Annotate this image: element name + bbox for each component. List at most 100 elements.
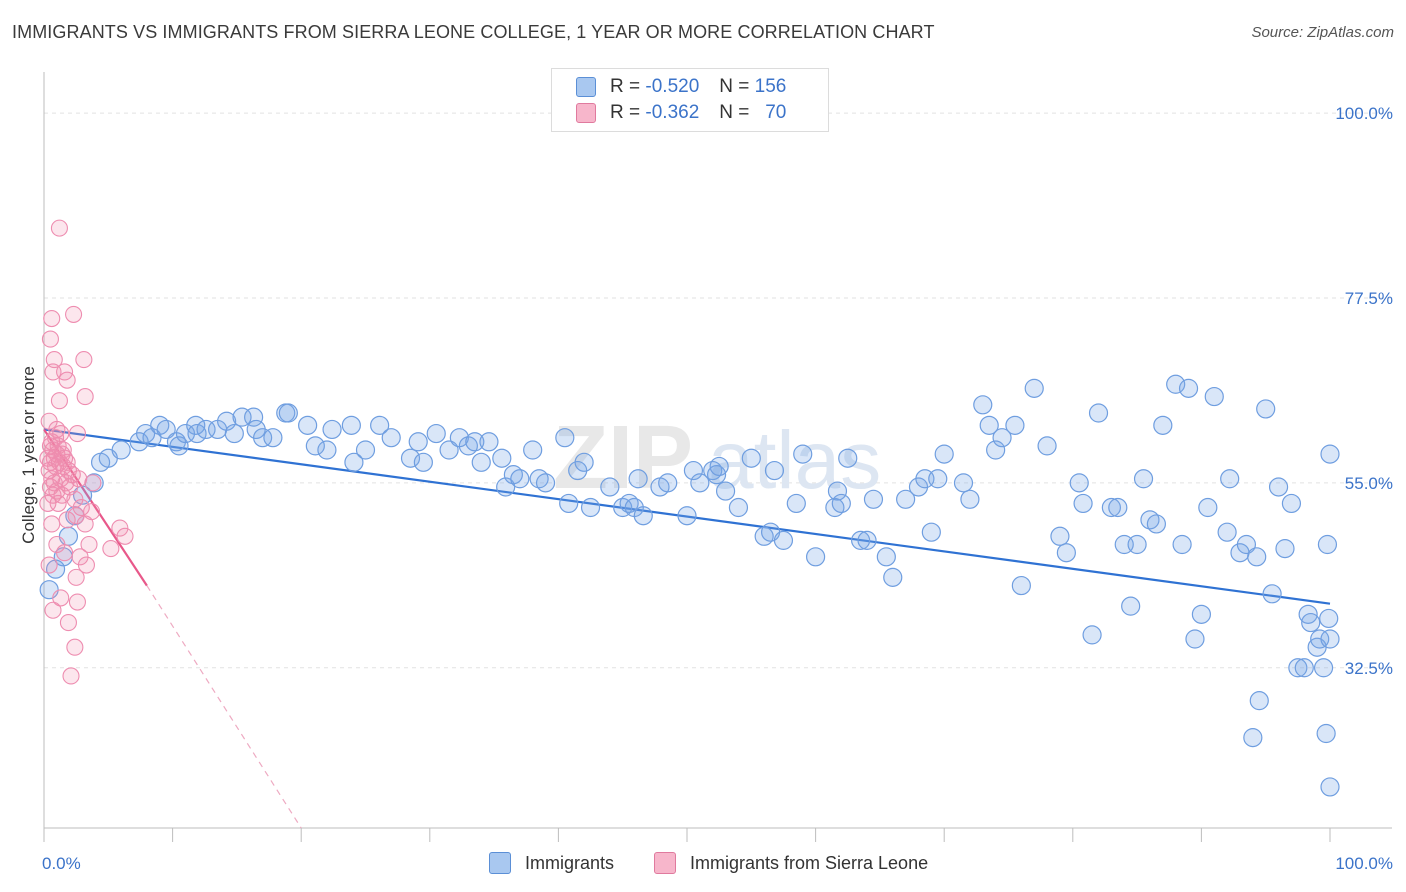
data-point-sierra-leone: [68, 593, 86, 611]
correlation-legend: R = -0.520 N = 156 R = -0.362 N = 70: [551, 68, 829, 132]
data-point-immigrants: [1247, 547, 1267, 567]
data-point-immigrants: [953, 473, 974, 493]
legend-row-sierra-leone: R = -0.362 N = 70: [576, 101, 786, 125]
data-point-immigrants: [921, 522, 941, 542]
data-point-immigrants: [465, 432, 485, 452]
data-point-immigrants: [863, 489, 884, 509]
data-point-sierra-leone: [52, 589, 70, 607]
legend-swatch-blue: [576, 77, 596, 97]
series-immigrants: [39, 374, 1340, 797]
source-label: Source: ZipAtlas.com: [1251, 24, 1394, 41]
data-point-sierra-leone: [77, 556, 95, 574]
data-point-immigrants: [1172, 534, 1192, 555]
data-point-immigrants: [883, 567, 903, 587]
legend-r-value: -0.520: [645, 76, 700, 97]
data-point-immigrants: [1185, 629, 1205, 649]
data-point-immigrants: [298, 415, 318, 435]
data-point-sierra-leone: [41, 330, 59, 348]
data-point-sierra-leone: [50, 219, 68, 237]
data-point-immigrants: [1191, 604, 1212, 624]
data-point-immigrants: [1320, 444, 1340, 464]
data-point-immigrants: [370, 415, 390, 435]
data-point-sierra-leone: [111, 519, 129, 537]
data-point-immigrants: [471, 452, 491, 472]
data-point-immigrants: [111, 440, 131, 460]
data-point-immigrants: [1243, 728, 1263, 748]
data-point-immigrants: [896, 489, 916, 509]
data-point-immigrants: [1127, 534, 1147, 555]
data-point-sierra-leone: [66, 638, 84, 656]
legend-label-immigrants: Immigrants: [525, 852, 615, 873]
data-point-immigrants: [992, 428, 1012, 448]
watermark-atlas: atlas: [708, 415, 881, 506]
data-point-sierra-leone: [43, 309, 61, 328]
legend-item-sierra-leone: Immigrants from Sierra Leone: [654, 852, 928, 874]
data-point-immigrants: [224, 423, 244, 444]
data-point-sierra-leone: [65, 305, 83, 323]
legend-swatch-pink: [576, 103, 596, 123]
data-point-immigrants: [1166, 374, 1186, 394]
legend-swatch-pink: [654, 852, 676, 874]
data-point-immigrants: [317, 440, 337, 460]
data-point-immigrants: [1275, 539, 1295, 559]
data-point-immigrants: [187, 423, 207, 444]
data-point-immigrants: [1249, 691, 1269, 711]
data-point-immigrants: [263, 428, 283, 448]
data-point-immigrants: [1310, 629, 1330, 649]
data-point-immigrants: [580, 497, 601, 518]
data-point-immigrants: [973, 395, 993, 415]
data-point-immigrants: [535, 473, 556, 493]
chart-title: IMMIGRANTS VS IMMIGRANTS FROM SIERRA LEO…: [12, 22, 935, 42]
data-point-immigrants: [232, 407, 252, 427]
data-point-immigrants: [1316, 723, 1336, 744]
data-point-sierra-leone: [44, 363, 62, 381]
data-point-immigrants: [1294, 658, 1314, 678]
data-point-immigrants: [355, 440, 376, 460]
data-point-immigrants: [876, 547, 896, 567]
legend-r-label: R =: [610, 102, 641, 123]
x-tick-label: 0.0%: [42, 854, 81, 873]
data-point-immigrants: [934, 444, 954, 464]
data-point-immigrants: [683, 460, 704, 481]
data-point-immigrants: [1220, 469, 1240, 489]
data-point-immigrants: [408, 432, 428, 452]
legend-r-label: R =: [610, 76, 641, 97]
gridlines: [44, 112, 1392, 669]
data-point-immigrants: [305, 436, 325, 456]
data-point-immigrants: [1217, 522, 1237, 542]
data-point-immigrants: [764, 460, 785, 481]
data-point-immigrants: [244, 407, 264, 427]
watermark-zip: ZIP: [553, 408, 693, 508]
data-point-immigrants: [1073, 493, 1093, 514]
data-point-immigrants: [1301, 612, 1321, 633]
data-point-immigrants: [677, 506, 697, 526]
data-point-immigrants: [960, 489, 980, 509]
data-point-sierra-leone: [44, 486, 62, 504]
legend-row-immigrants: R = -0.520 N = 156: [576, 75, 786, 99]
data-point-immigrants: [658, 473, 678, 493]
data-point-immigrants: [793, 444, 813, 464]
data-point-immigrants: [439, 440, 459, 460]
data-point-immigrants: [1037, 436, 1057, 456]
trend-line-immigrants: [43, 428, 1331, 605]
legend-item-immigrants: Immigrants: [489, 852, 614, 874]
data-point-immigrants: [979, 415, 999, 435]
data-point-sierra-leone: [45, 351, 63, 369]
data-point-immigrants: [1146, 514, 1166, 534]
data-point-immigrants: [1024, 378, 1044, 398]
data-point-immigrants: [1088, 403, 1109, 423]
data-point-immigrants: [1319, 608, 1339, 629]
data-point-immigrants: [479, 432, 499, 452]
data-point-sierra-leone: [76, 388, 94, 406]
legend-n-value: 156: [754, 76, 787, 97]
data-point-immigrants: [559, 493, 579, 514]
data-point-immigrants: [851, 530, 871, 550]
data-point-immigrants: [1011, 575, 1031, 596]
data-point-immigrants: [169, 436, 189, 456]
data-point-immigrants: [400, 448, 421, 468]
data-point-immigrants: [1005, 415, 1025, 435]
legend-swatch-blue: [489, 852, 511, 874]
data-point-immigrants: [1153, 415, 1173, 435]
data-point-immigrants: [831, 493, 851, 514]
